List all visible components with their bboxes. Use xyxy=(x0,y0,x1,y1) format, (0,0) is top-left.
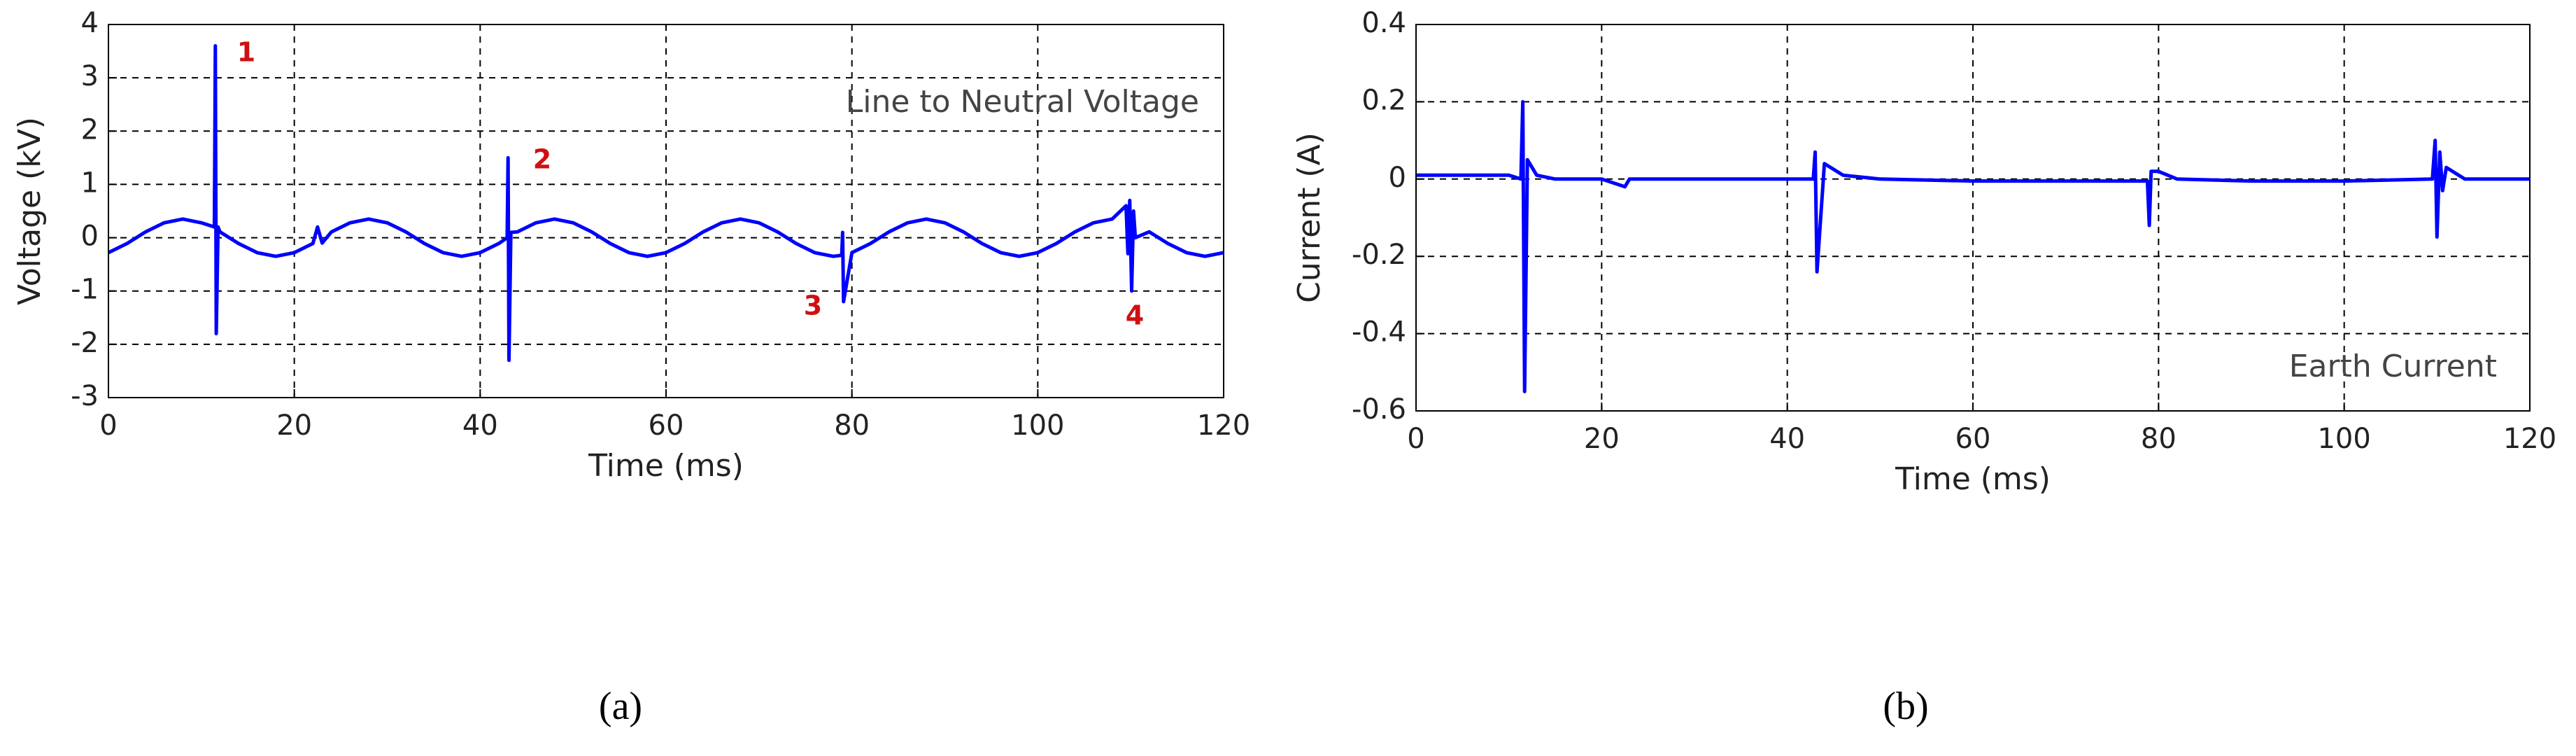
x-axis-label: Time (ms) xyxy=(1895,461,2051,497)
x-tick-label: 60 xyxy=(1955,423,1991,455)
data-line xyxy=(1416,99,2530,393)
plot-area xyxy=(108,24,1224,398)
inset-text: Earth Current xyxy=(2289,349,2497,384)
y-tick-label: -0.4 xyxy=(1352,316,1406,349)
y-tick-label: 1 xyxy=(81,167,99,199)
inset-text: Line to Neutral Voltage xyxy=(846,84,1199,120)
x-tick-label: 80 xyxy=(834,410,870,442)
annotation: 1 xyxy=(237,37,255,68)
annotation: 2 xyxy=(533,144,551,175)
y-tick-label: 4 xyxy=(81,7,99,39)
caption: (a) xyxy=(599,685,642,728)
y-tick-label: -3 xyxy=(71,380,99,412)
annotation: 4 xyxy=(1126,300,1144,331)
caption: (b) xyxy=(1883,685,1928,728)
data-line xyxy=(107,44,1224,363)
x-tick-label: 120 xyxy=(2503,423,2556,455)
x-tick-label: 100 xyxy=(2317,423,2370,455)
y-tick-label: 3 xyxy=(81,60,99,92)
x-axis-label: Time (ms) xyxy=(588,448,744,484)
y-axis-label: Voltage (kV) xyxy=(12,117,48,305)
plot-frame xyxy=(1415,24,2531,412)
y-tick-label: -1 xyxy=(71,274,99,306)
y-tick-label: -0.6 xyxy=(1352,393,1406,426)
y-axis-label: Current (A) xyxy=(1291,132,1327,303)
y-tick-label: -2 xyxy=(71,327,99,359)
x-tick-label: 0 xyxy=(99,410,117,442)
x-tick-label: 60 xyxy=(649,410,684,442)
x-tick-label: 0 xyxy=(1407,423,1424,455)
x-tick-label: 120 xyxy=(1197,410,1250,442)
y-tick-label: 0.4 xyxy=(1361,7,1406,39)
x-tick-label: 40 xyxy=(1769,423,1805,455)
x-tick-label: 20 xyxy=(1584,423,1620,455)
y-tick-label: -0.2 xyxy=(1352,239,1406,271)
annotation: 3 xyxy=(804,290,822,321)
plot-frame xyxy=(108,24,1224,398)
x-tick-label: 40 xyxy=(462,410,498,442)
x-tick-label: 100 xyxy=(1011,410,1064,442)
x-tick-label: 20 xyxy=(276,410,312,442)
y-tick-label: 2 xyxy=(81,113,99,146)
y-tick-label: 0.2 xyxy=(1361,84,1406,116)
y-tick-label: 0 xyxy=(1389,162,1406,194)
x-tick-label: 80 xyxy=(2141,423,2177,455)
y-tick-label: 0 xyxy=(81,220,99,253)
